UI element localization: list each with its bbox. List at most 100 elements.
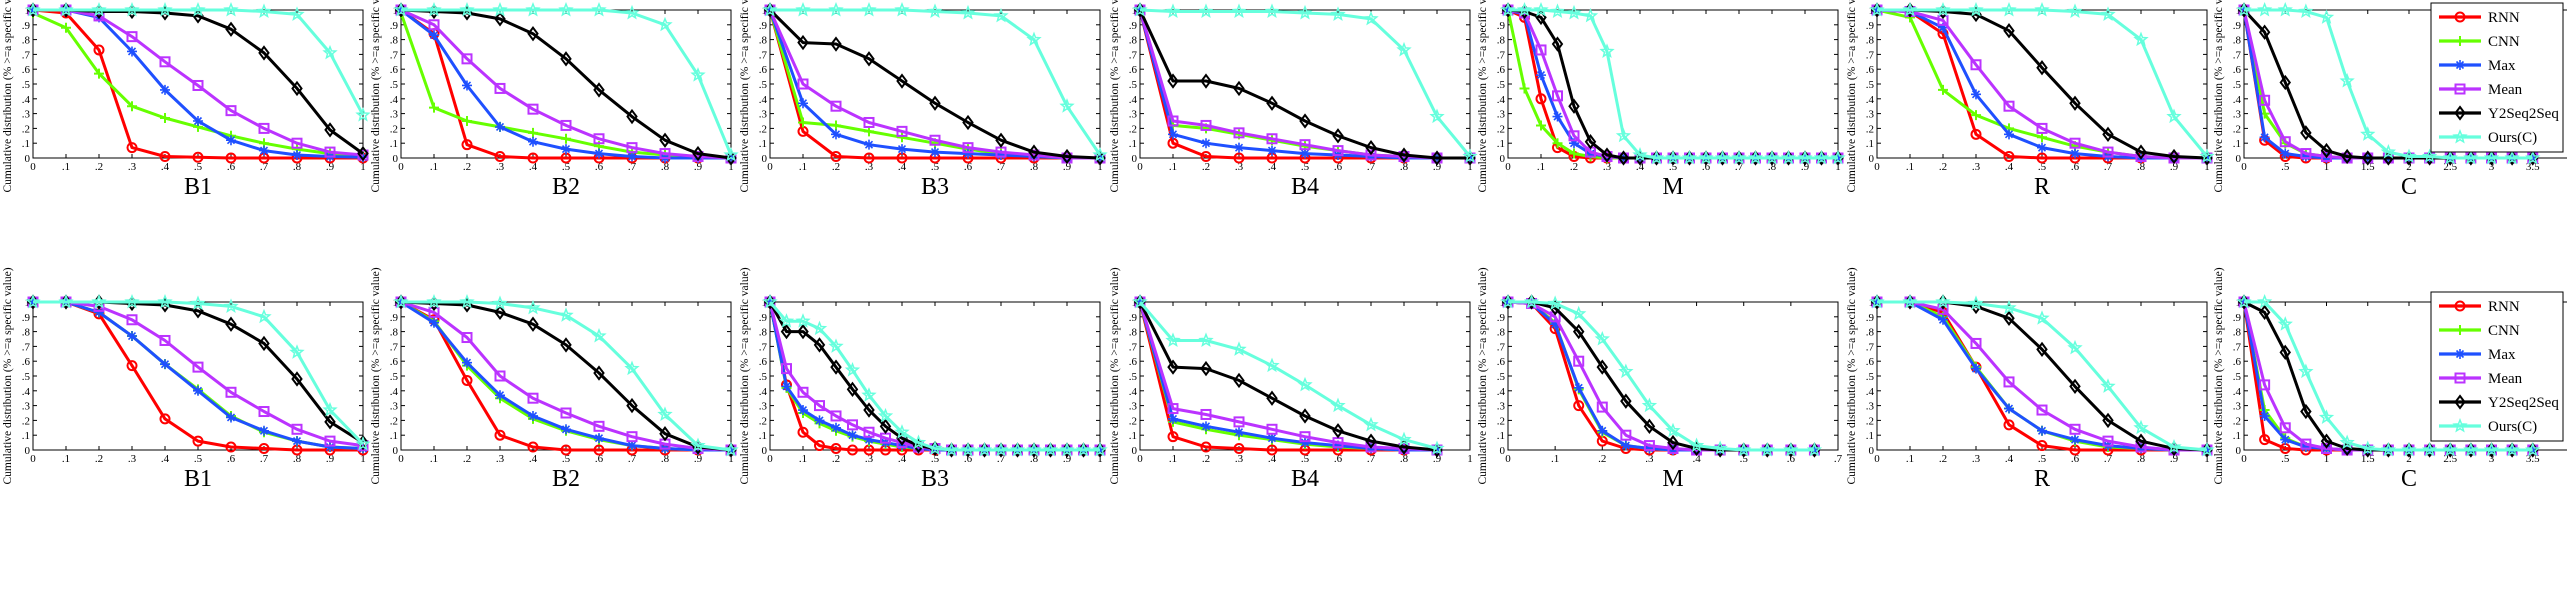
x-tick-label: .7 [1367, 453, 1376, 465]
y-tick-label: .8 [1866, 327, 1875, 339]
data-point-rnn [797, 426, 809, 438]
data-point-rnn [1233, 443, 1245, 455]
legend-label: Ours(C) [2488, 130, 2537, 146]
data-point-cnn [1971, 110, 1981, 121]
data-point-oursc [1902, 1, 1918, 17]
data-point-max [561, 144, 571, 155]
y-axis-label: Cumulative distribution (% >=a specific … [2213, 267, 2225, 484]
data-point-max [2280, 434, 2291, 445]
data-point-y2seq2seq [1431, 150, 1443, 166]
data-point-max [897, 144, 907, 155]
series-line-oursc [1138, 301, 1438, 450]
data-point-oursc [1132, 1, 1148, 17]
y-tick-label: .5 [1497, 79, 1506, 91]
y-axis-label: Cumulative distribution (% >=a specific … [1477, 0, 1489, 193]
x-tick-label: .7 [1735, 161, 1744, 173]
x-tick-label: .7 [1367, 161, 1376, 173]
data-point-oursc [1571, 305, 1587, 321]
y-tick-label: 0 [1500, 153, 1506, 165]
data-point-oursc [1731, 149, 1747, 165]
x-tick-label: .7 [997, 453, 1006, 465]
data-point-oursc [2525, 149, 2541, 165]
y-axis-label: Cumulative distribution (% >=a specific … [739, 0, 751, 193]
data-point-y2seq2seq [659, 132, 671, 148]
data-point-rnn [126, 360, 138, 372]
data-point-mean [1332, 145, 1344, 157]
x-tick-label: 2.5 [2443, 161, 2457, 173]
x-tick-label: 3 [2489, 161, 2495, 173]
data-point-oursc [2525, 441, 2541, 457]
data-point-y2seq2seq [797, 323, 809, 340]
x-tick-label: .1 [799, 453, 807, 465]
y-tick-label: .7 [1497, 49, 1506, 61]
data-point-oursc [778, 313, 795, 328]
data-point-y2seq2seq [2320, 433, 2333, 449]
y-tick-label: 1 [762, 5, 768, 17]
data-point-mean [863, 116, 875, 128]
legend-marker-cnn [2455, 36, 2465, 46]
chart-title: R [2034, 466, 2050, 492]
data-point-y2seq2seq [929, 95, 941, 111]
y-tick-label: .1 [390, 430, 398, 442]
data-point-mean [593, 420, 605, 432]
x-tick-label: 0 [1505, 161, 1511, 173]
plot-area [1507, 9, 1839, 159]
data-point-max [1971, 89, 1981, 100]
chart-top-b1: 0.1.2.3.4.5.6.7.8.910.1.2.3.4.5.6.7.8.9 1… [2, 0, 371, 200]
data-point-oursc [960, 441, 976, 457]
data-point-oursc [657, 406, 673, 421]
x-tick-label: .6 [2071, 453, 2080, 465]
chart-title: R [2034, 174, 2050, 200]
data-point-rnn [593, 444, 605, 456]
x-tick-label: .7 [2104, 161, 2113, 173]
data-point-oursc [289, 6, 305, 21]
y-tick-label: 1 [2236, 297, 2242, 309]
data-point-y2seq2seq [1596, 359, 1609, 375]
data-point-mean [2036, 404, 2048, 416]
data-point-oursc [2100, 378, 2116, 393]
data-point-y2seq2seq [813, 337, 826, 353]
series-line-oursc [401, 300, 732, 452]
data-point-mean [192, 361, 204, 373]
y-tick-label: .8 [2233, 35, 2242, 47]
data-point-y2seq2seq [1200, 360, 1212, 377]
data-point-mean [1299, 139, 1311, 151]
chart-bottom-b3: 0.1.2.3.4.5.6.7.8.910.1.2.3.4.5.6.7.8.9 1… [739, 267, 1108, 492]
y-tick-label: 0 [393, 153, 399, 165]
data-point-oursc [1780, 149, 1797, 165]
data-point-mean [1266, 133, 1278, 145]
data-point-max [358, 152, 368, 163]
data-point-oursc [2001, 299, 2017, 315]
y-tick-label: 1 [1132, 5, 1138, 17]
data-point-oursc [190, 295, 206, 310]
data-point-oursc [1869, 1, 1885, 17]
x-tick-label: .9 [1433, 161, 1442, 173]
y-tick-label: .1 [759, 430, 767, 442]
y-tick-label: .1 [759, 138, 767, 150]
data-point-rnn [560, 444, 572, 456]
data-point-y2seq2seq [2341, 148, 2353, 165]
data-point-oursc [256, 3, 272, 18]
data-point-mean [1200, 119, 1212, 131]
data-point-cnn [831, 120, 841, 131]
chart-top-b4: 0.1.2.3.4.5.6.7.8.910.1.2.3.4.5.6.7.8.9 1… [1109, 0, 1478, 200]
data-point-cnn [528, 127, 538, 138]
x-tick-label: .2 [1939, 161, 1947, 173]
x-tick-label: .8 [2137, 453, 2146, 465]
data-point-oursc [1026, 31, 1042, 47]
data-point-mean [2036, 122, 2048, 134]
y-tick-label: .8 [22, 327, 31, 339]
data-point-oursc [223, 298, 239, 313]
data-point-max [495, 121, 505, 132]
y-tick-label: .1 [2233, 430, 2241, 442]
x-tick-label: .4 [1268, 453, 1277, 465]
data-point-oursc [2380, 144, 2397, 159]
y-tick-label: .6 [759, 64, 768, 76]
series-line-y2seq2seq [1138, 9, 1470, 160]
data-point-oursc [157, 293, 173, 309]
y-tick-label: .2 [2233, 123, 2241, 135]
data-point-oursc [2236, 1, 2252, 17]
x-tick-label: 2 [2406, 453, 2412, 465]
data-point-oursc [1231, 341, 1247, 356]
series-line-oursc [1508, 8, 1838, 160]
